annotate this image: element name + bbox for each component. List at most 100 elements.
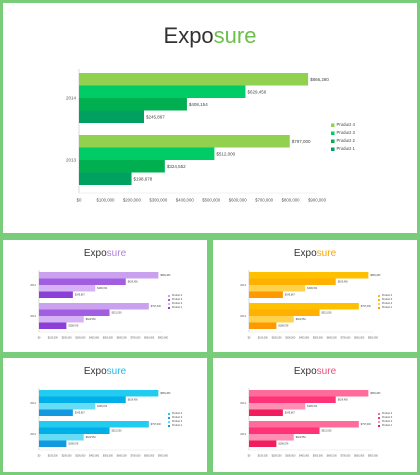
data-label: $797,000 — [361, 423, 372, 426]
data-label: $324,552 — [296, 436, 307, 439]
bar-2013-product-1 — [39, 322, 67, 329]
legend-label: Product 3 — [172, 298, 183, 301]
x-tick-label: $600,000 — [327, 336, 338, 339]
legend-label: Product 2 — [382, 302, 393, 305]
x-tick-label: $700,000 — [130, 336, 141, 339]
data-label: $324,552 — [167, 164, 186, 169]
main-chart-panel: Exposure $866,280 $629,456 $408,154 $245,86… — [3, 3, 417, 233]
bar-2013-product-1 — [79, 172, 132, 185]
data-label: $512,000 — [322, 312, 333, 315]
x-tick-label: $300,000 — [285, 454, 296, 457]
x-tick-label: $900,000 — [158, 336, 169, 339]
legend-swatch — [378, 299, 380, 301]
legend-label: Product 4 — [172, 294, 183, 297]
x-tick-label: $600,000 — [327, 454, 338, 457]
category-label: 2013 — [30, 432, 36, 436]
bar-2013-product-4 — [249, 421, 359, 428]
bar-2014-product-4 — [79, 73, 309, 86]
data-label: $408,154 — [97, 405, 108, 408]
data-label: $797,000 — [151, 423, 162, 426]
category-label: 2013 — [30, 314, 36, 318]
x-tick-label: $900,000 — [158, 454, 169, 457]
legend-label: Product 1 — [382, 424, 393, 427]
category-label: 2014 — [66, 96, 77, 101]
bar-2014-product-4 — [39, 390, 159, 397]
legend-swatch — [378, 417, 380, 419]
legend-swatch — [378, 421, 380, 423]
title-accent: sure — [316, 248, 337, 259]
data-label: $324,552 — [86, 318, 97, 321]
data-label: $866,280 — [160, 274, 171, 277]
data-label: $797,000 — [151, 305, 162, 308]
x-tick-label: $0 — [248, 454, 251, 457]
legend-swatch — [378, 307, 380, 309]
variant-orange-svg: $866,280 $629,456 $408,154 $245,867 2014 $797… — [240, 270, 393, 339]
data-label: $245,867 — [75, 294, 86, 297]
x-tick-label: $200,000 — [62, 454, 73, 457]
bar-2014-product-3 — [79, 85, 246, 98]
data-label: $797,000 — [292, 139, 311, 144]
data-label: $198,678 — [278, 443, 289, 446]
bar-2014-product-2 — [249, 285, 306, 292]
bar-2013-product-1 — [39, 440, 67, 447]
x-tick-label: $200,000 — [62, 336, 73, 339]
legend-swatch — [331, 139, 335, 143]
x-tick-label: $700,000 — [340, 454, 351, 457]
main-chart-svg: $866,280 $629,456 $408,154 $245,867 2014 $797… — [66, 69, 356, 202]
bar-2013-product-3 — [249, 309, 320, 316]
bar-2014-product-1 — [79, 110, 145, 123]
x-tick-label: $700,000 — [255, 197, 274, 202]
legend-swatch — [168, 299, 170, 301]
bar-2013-product-4 — [249, 303, 359, 310]
data-label: $245,867 — [285, 412, 296, 415]
data-label: $512,000 — [322, 430, 333, 433]
x-tick-label: $200,000 — [272, 336, 283, 339]
data-label: $512,000 — [112, 312, 123, 315]
bar-2013-product-4 — [39, 303, 149, 310]
legend-swatch — [378, 425, 380, 427]
bar-2014-product-4 — [39, 272, 159, 279]
x-tick-label: $100,000 — [258, 454, 269, 457]
x-tick-label: $300,000 — [285, 336, 296, 339]
bar-2014-product-3 — [249, 396, 336, 403]
title-prefix: Expo — [293, 366, 317, 377]
legend-swatch — [168, 295, 170, 297]
legend-label: Product 4 — [172, 412, 183, 415]
x-tick-label: $800,000 — [144, 336, 155, 339]
legend-swatch — [331, 131, 335, 135]
legend-label: Product 4 — [382, 294, 393, 297]
title-prefix: Expo — [83, 366, 107, 377]
title-prefix: Expo — [83, 248, 107, 259]
bar-2014-product-2 — [249, 403, 306, 410]
bar-2014-product-3 — [39, 396, 126, 403]
variant-cyan-panel: Exposure $866,280 $629,456 $408,154 $245,86… — [3, 358, 207, 472]
x-tick-label: $700,000 — [130, 454, 141, 457]
data-label: $866,280 — [370, 392, 381, 395]
data-label: $866,280 — [160, 392, 171, 395]
chart-title: Exposure — [213, 366, 417, 377]
data-label: $198,678 — [134, 176, 153, 181]
data-label: $408,154 — [97, 287, 108, 290]
legend-swatch — [168, 413, 170, 415]
variant-purple-svg: $866,280 $629,456 $408,154 $245,867 2014 $797… — [30, 270, 183, 339]
data-label: $629,456 — [128, 399, 139, 402]
legend-label: Product 2 — [172, 420, 183, 423]
x-tick-label: $100,000 — [48, 454, 59, 457]
legend-label: Product 1 — [337, 146, 356, 151]
data-label: $245,867 — [75, 412, 86, 415]
legend-swatch — [168, 425, 170, 427]
bar-2014-product-2 — [79, 98, 187, 111]
legend-label: Product 1 — [382, 306, 393, 309]
data-label: $629,456 — [247, 89, 266, 94]
data-label: $408,154 — [189, 102, 208, 107]
bar-2014-product-1 — [249, 409, 283, 416]
legend-swatch — [168, 417, 170, 419]
category-label: 2013 — [240, 314, 246, 318]
legend-label: Product 2 — [172, 302, 183, 305]
x-tick-label: $500,000 — [103, 336, 114, 339]
data-label: $866,280 — [310, 77, 329, 82]
x-tick-label: $400,000 — [299, 454, 310, 457]
x-tick-label: $0 — [248, 336, 251, 339]
chart-title: Exposure — [3, 366, 207, 377]
legend-swatch — [168, 307, 170, 309]
